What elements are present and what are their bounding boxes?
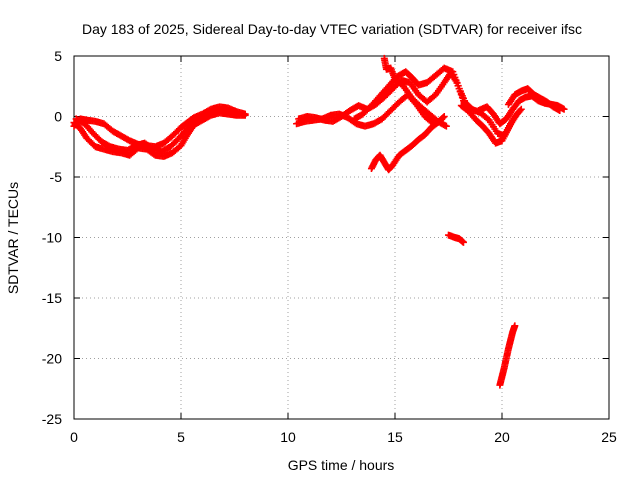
series-track-11	[504, 85, 564, 114]
data-point-marker	[516, 106, 524, 114]
data-point-marker	[440, 113, 448, 120]
x-tick-label: 10	[280, 429, 296, 445]
series-track-3	[72, 106, 243, 156]
y-tick-label: -25	[42, 411, 62, 427]
y-axis-label: SDTVAR / TECUs	[5, 182, 21, 294]
y-tick-label: -10	[42, 230, 62, 246]
y-tick-label: -5	[50, 169, 63, 185]
series-track-9	[457, 102, 525, 147]
x-axis-label: GPS time / hours	[288, 457, 395, 473]
x-tick-label: 5	[177, 429, 185, 445]
data-point-marker	[235, 110, 243, 118]
chart-title: Day 183 of 2025, Sidereal Day-to-day VTE…	[82, 21, 582, 37]
y-tick-label: -20	[42, 351, 62, 367]
data-point-marker	[241, 110, 249, 118]
x-tick-label: 0	[70, 429, 78, 445]
data-point-marker	[556, 106, 564, 114]
data-point-marker	[517, 105, 525, 113]
data-point-marker	[441, 121, 449, 129]
y-tick-label: 5	[54, 48, 62, 64]
data-point-marker	[511, 322, 519, 330]
axis-ticks: 0 5 10 15 20 25 5 0 -5 -10 -15 -20 -25	[42, 48, 617, 445]
series-track-8	[367, 113, 448, 174]
data-series	[70, 54, 568, 389]
grid-lines	[74, 56, 609, 419]
y-tick-label: 0	[54, 109, 62, 125]
data-point-marker	[439, 114, 447, 122]
series-track-13	[496, 322, 519, 389]
y-tick-label: -15	[42, 290, 62, 306]
x-tick-label: 20	[494, 429, 510, 445]
x-tick-label: 25	[601, 429, 617, 445]
data-point-marker	[459, 238, 467, 246]
data-point-marker	[442, 122, 450, 130]
series-track-6	[350, 64, 521, 140]
series-track-12	[445, 231, 467, 246]
x-tick-label: 15	[387, 429, 403, 445]
